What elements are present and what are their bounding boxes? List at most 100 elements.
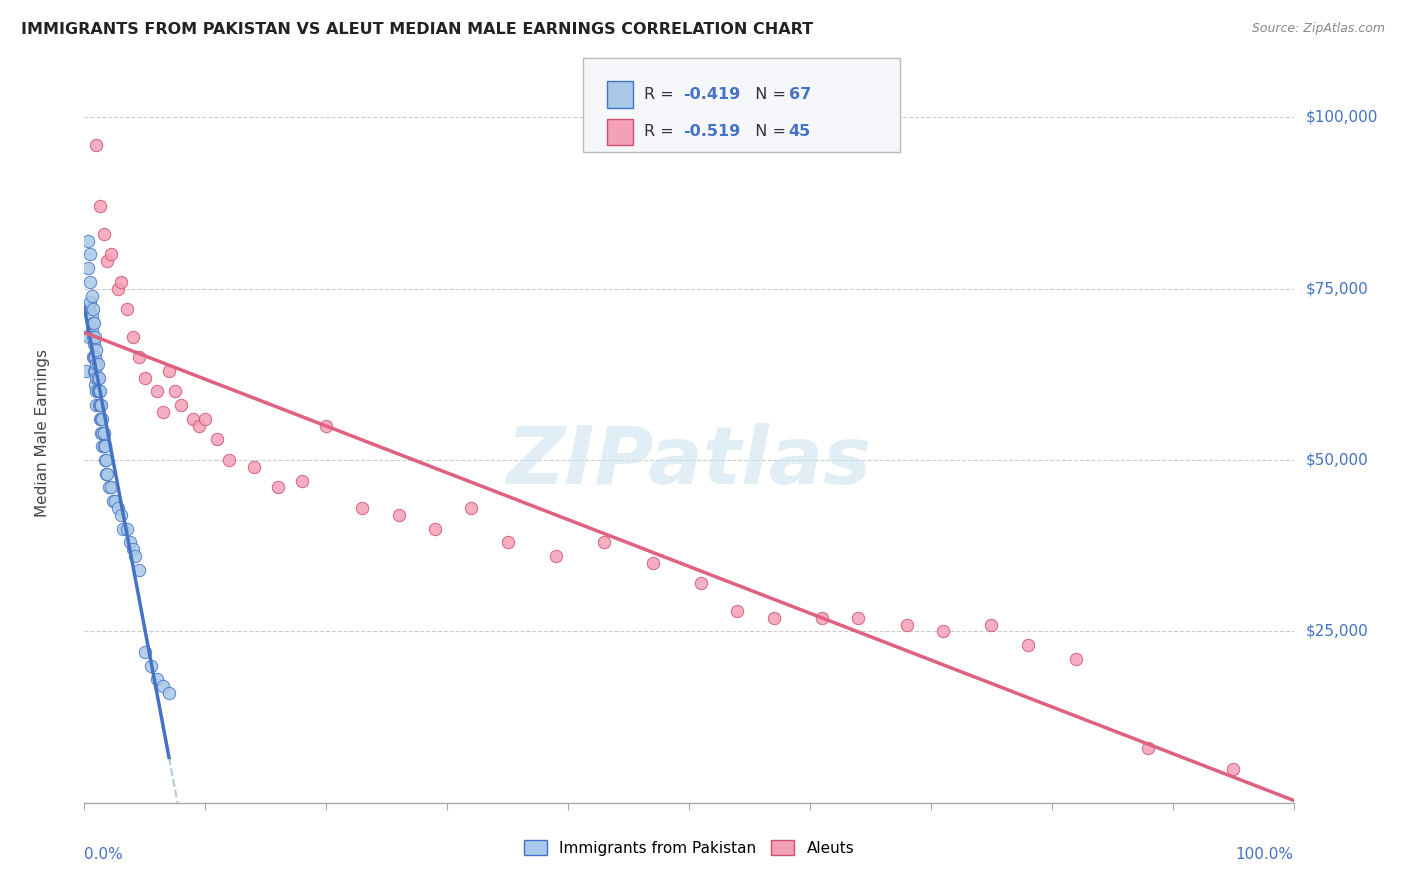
Point [86,137,108,152]
Point [89,412,111,426]
Text: Median Male Earnings: Median Male Earnings [35,349,49,516]
Point [846,610,869,624]
Point [146,673,169,687]
Point [90,398,112,412]
Point [121,329,143,343]
Point [242,459,264,474]
Point [77,261,100,276]
Point [165,384,187,399]
Point [115,302,138,317]
Point [811,610,834,624]
Text: -0.419: -0.419 [683,87,741,103]
Point [86,343,108,358]
Point [112,522,135,536]
Point [93,439,115,453]
Point [139,658,162,673]
Point [82,302,104,317]
Text: R =: R = [644,87,679,103]
Text: R =: R = [644,124,679,139]
Text: N =: N = [745,124,792,139]
Point [152,679,174,693]
Point [291,474,314,488]
Point [1222,762,1244,776]
Point [1017,638,1039,652]
Point [460,501,482,516]
Point [84,377,107,392]
Point [91,425,114,440]
Point [80,288,103,302]
Point [121,542,143,557]
Point [96,254,118,268]
Point [90,425,112,440]
Point [82,329,104,343]
Point [89,199,111,213]
Point [188,418,211,433]
Point [86,357,108,371]
Point [641,556,664,570]
Point [91,439,114,453]
Point [762,610,785,624]
Point [544,549,567,563]
Point [89,398,111,412]
Point [107,501,129,516]
Point [107,282,129,296]
Point [93,425,115,440]
Point [932,624,955,639]
Point [77,302,100,317]
Point [86,384,108,399]
Point [80,323,103,337]
Point [83,350,105,364]
Point [79,295,101,310]
Text: -0.519: -0.519 [683,124,741,139]
Point [181,412,204,426]
Point [83,336,105,351]
Point [110,275,132,289]
Point [91,412,114,426]
Point [207,433,229,447]
Text: $50,000: $50,000 [1306,452,1368,467]
Point [94,439,117,453]
Point [94,453,117,467]
Point [86,398,108,412]
Text: 0.0%: 0.0% [84,847,124,863]
Point [87,384,110,399]
Point [104,494,127,508]
Point [267,480,290,494]
Text: $75,000: $75,000 [1306,281,1368,296]
Text: $25,000: $25,000 [1306,624,1368,639]
Point [75,364,97,378]
Point [128,563,150,577]
Point [1064,652,1087,666]
Point [82,316,104,330]
Point [980,617,1002,632]
Point [725,604,748,618]
Text: 67: 67 [789,87,811,103]
Point [87,371,110,385]
Point [89,384,111,399]
Point [134,371,156,385]
Point [94,453,117,467]
Point [86,371,108,385]
Point [134,645,156,659]
Point [79,275,101,289]
Point [896,617,918,632]
Point [86,384,108,399]
Point [83,364,105,378]
Point [97,480,120,494]
Point [84,329,107,343]
Point [157,686,180,700]
Point [115,522,138,536]
Point [593,535,616,549]
Point [103,494,125,508]
Point [124,549,146,563]
Point [152,405,174,419]
Point [86,357,108,371]
Point [87,398,110,412]
Point [352,501,374,516]
Point [110,508,132,522]
Point [194,412,217,426]
Point [77,329,100,343]
Point [83,316,105,330]
Point [82,350,104,364]
Text: IMMIGRANTS FROM PAKISTAN VS ALEUT MEDIAN MALE EARNINGS CORRELATION CHART: IMMIGRANTS FROM PAKISTAN VS ALEUT MEDIAN… [21,22,813,37]
